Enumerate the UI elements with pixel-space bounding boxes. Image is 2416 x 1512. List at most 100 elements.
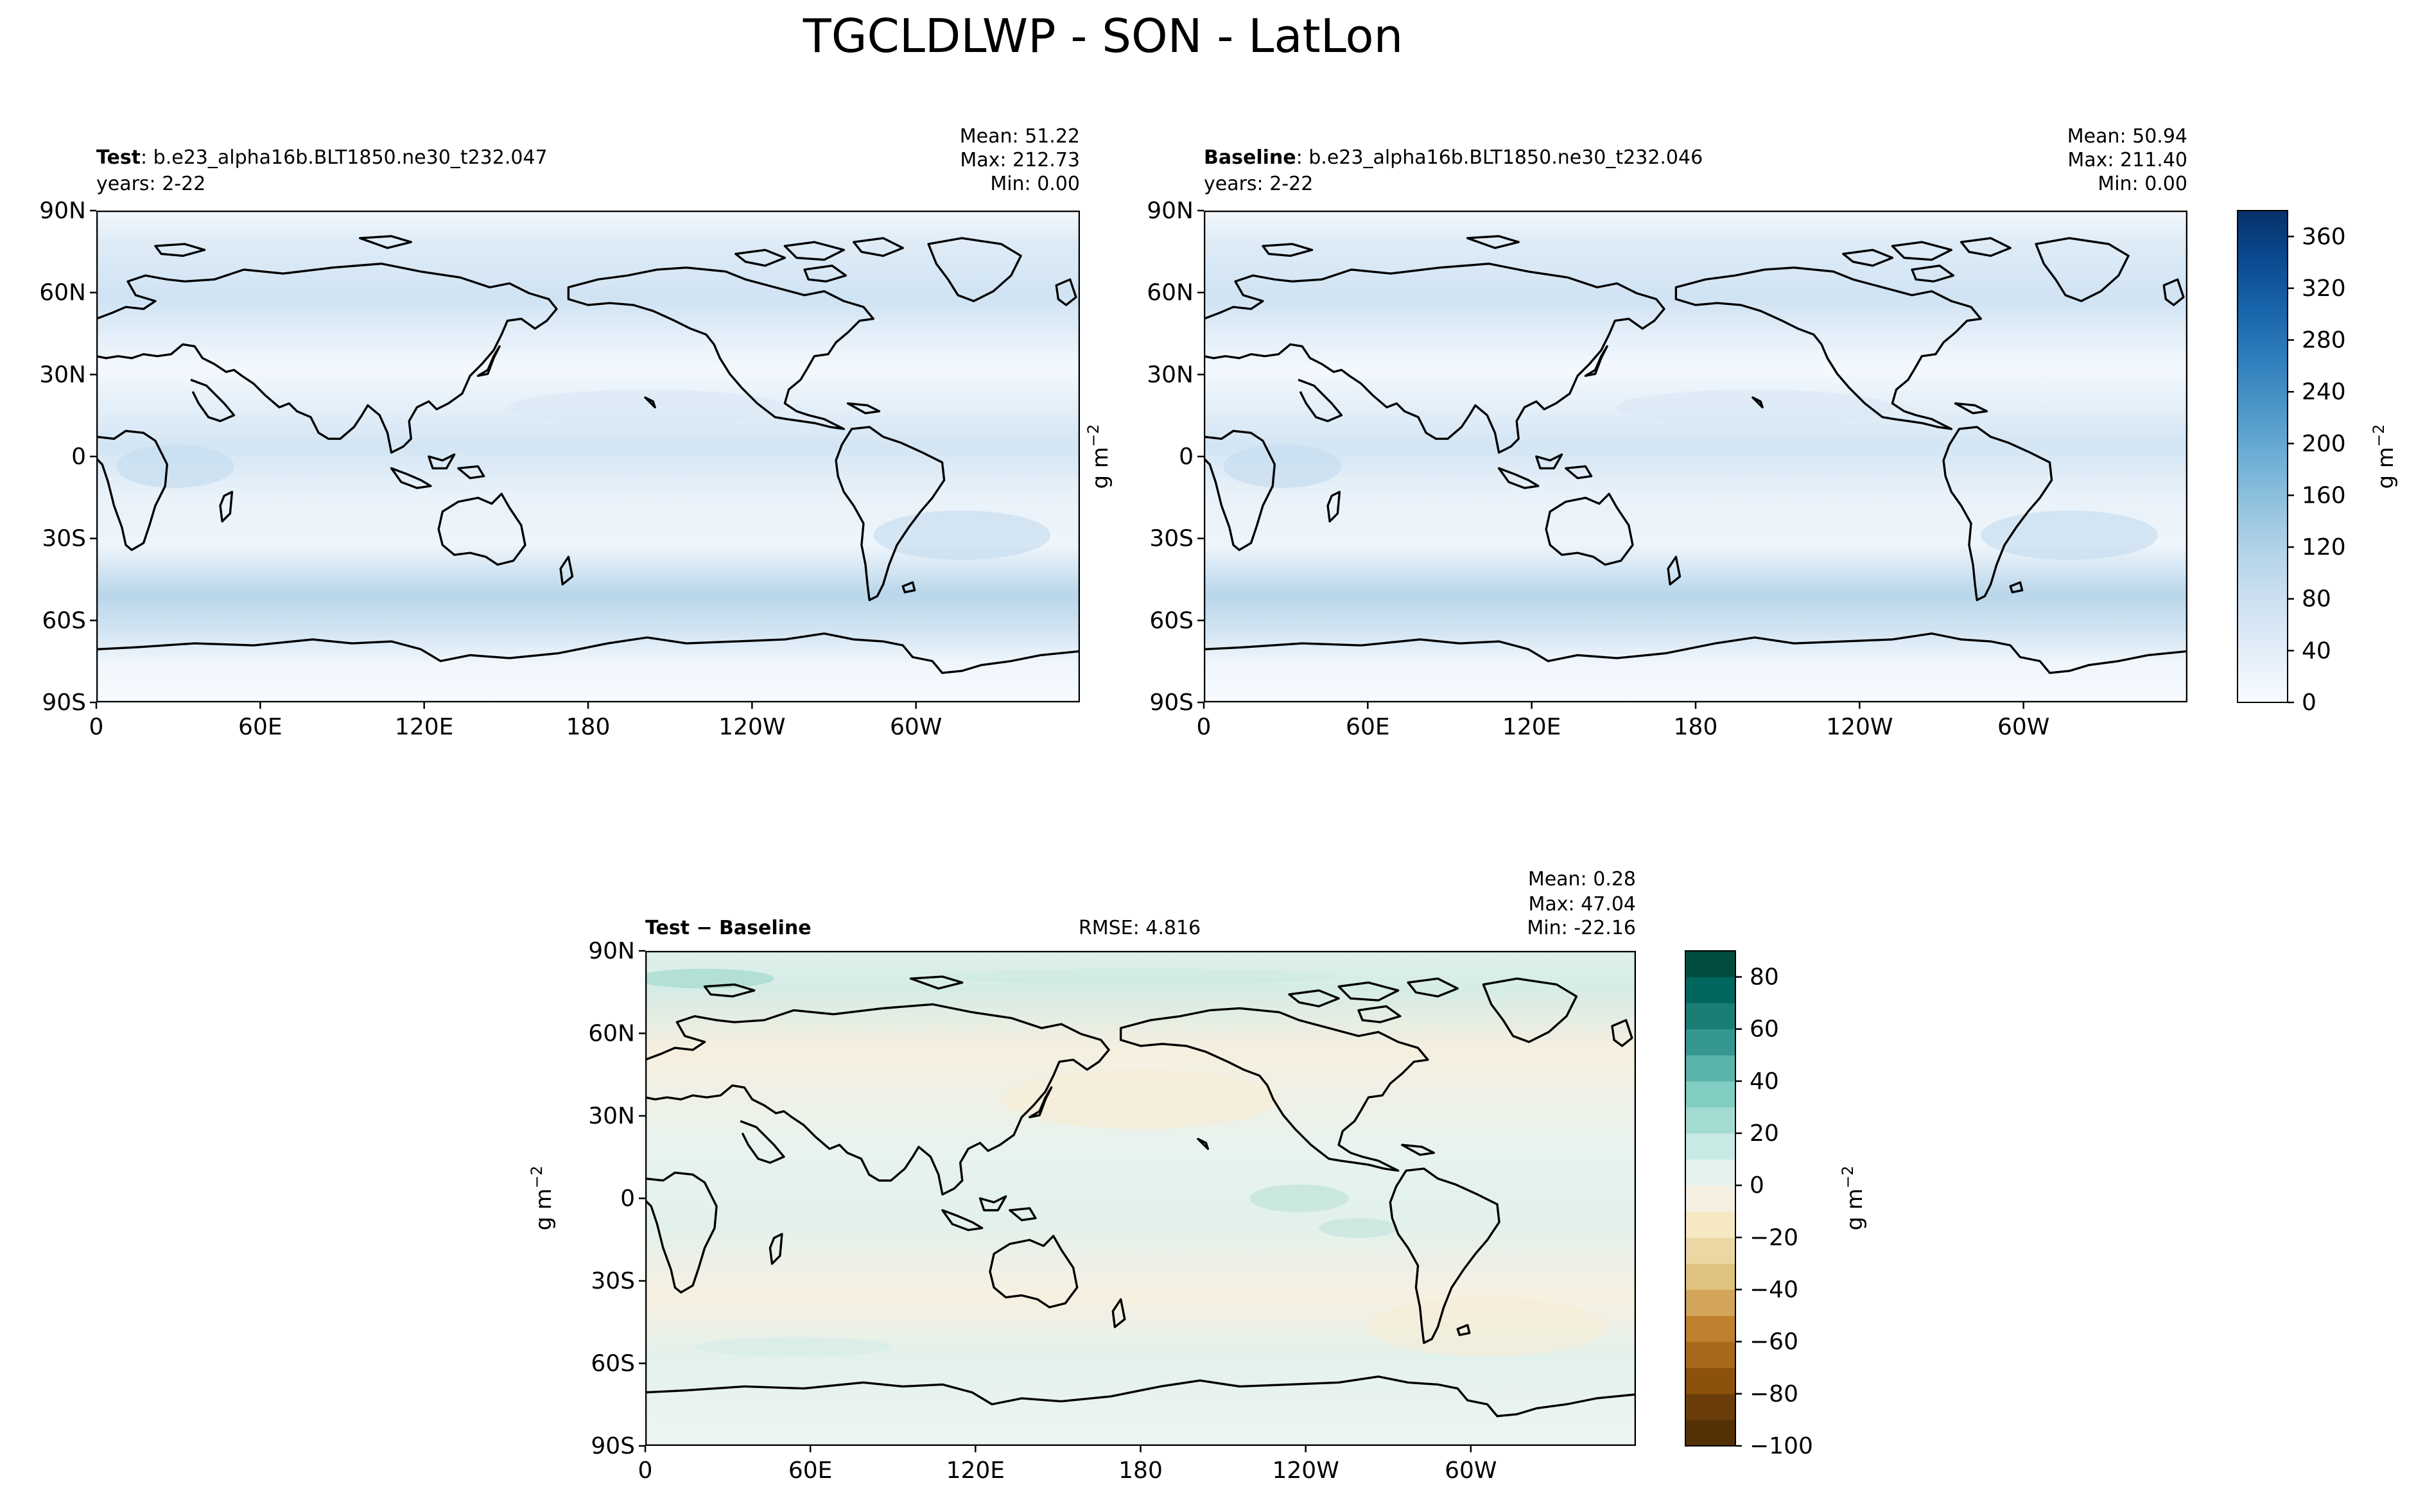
colorbar-top-tick-label: 280 <box>2302 327 2346 354</box>
diff-lon-label: 180 <box>1118 1457 1163 1484</box>
colorbar-diff-segment <box>1685 1107 1735 1134</box>
diff-panel: Test − Baseline RMSE: 4.816 Mean: 0.28 M… <box>528 868 1636 1446</box>
diff-lat-label: 60N <box>588 1021 635 1047</box>
diff-min: Min: -22.16 <box>1527 917 1636 939</box>
diff-rmse: RMSE: 4.816 <box>1079 917 1201 939</box>
colorbar-diff-segment <box>1685 1081 1735 1108</box>
test-years: years: 2-22 <box>96 173 205 195</box>
colorbar-diff-tick-label: −40 <box>1750 1277 1798 1303</box>
diff-lat-label: 0 <box>620 1186 635 1212</box>
test-lon-label: 120W <box>718 714 785 740</box>
baseline-mean: Mean: 50.94 <box>2067 125 2187 148</box>
colorbar-diff-segment <box>1685 1420 1735 1447</box>
colorbar-diff-segment <box>1685 1159 1735 1186</box>
colorbar-diff-segment <box>1685 1003 1735 1030</box>
baseline-lon-label: 120E <box>1502 714 1561 740</box>
test-map <box>96 211 1080 702</box>
test-lon-label: 120E <box>395 714 453 740</box>
baseline-lat-label: 60N <box>1147 280 1194 306</box>
test-panel: Test: b.e23_alpha16b.BLT1850.ne30_t232.0… <box>96 125 1080 702</box>
colorbar-diff-tick-label: 40 <box>1750 1068 1779 1095</box>
diff-max: Max: 47.04 <box>1528 893 1636 916</box>
diff-ylabel: g m−2 <box>528 1166 557 1231</box>
colorbar-diff-tick-label: −60 <box>1750 1329 1798 1355</box>
test-lon-label: 60W <box>890 714 942 740</box>
colorbar-diff-tick-label: −80 <box>1750 1381 1798 1407</box>
diff-lon-label: 60E <box>788 1457 833 1484</box>
colorbar-diff-label: g m−2 <box>1839 1166 1868 1231</box>
colorbar-diff-segment <box>1685 1341 1735 1368</box>
colorbar-diff-segment <box>1685 951 1735 978</box>
test-lat-label: 90S <box>42 690 86 716</box>
colorbar-diff-segment <box>1685 1289 1735 1316</box>
diff-lon-label: 0 <box>638 1457 653 1484</box>
colorbar-top-ticks: 0 40 80 120 160 200 240 280 320 360 <box>2288 223 2346 716</box>
test-lat-label: 90N <box>39 198 86 224</box>
colorbar-diff-tick-label: 60 <box>1750 1016 1779 1043</box>
baseline-lon-label: 120W <box>1826 714 1893 740</box>
colorbar-top-tick-label: 80 <box>2302 586 2331 613</box>
colorbar-top-tick-label: 200 <box>2302 431 2346 457</box>
colorbar-top-tick-label: 240 <box>2302 379 2346 405</box>
diff-lon-label: 120W <box>1273 1457 1339 1484</box>
colorbar-diff-tick-label: −20 <box>1750 1224 1798 1251</box>
baseline-ylabel: g m−2 <box>1084 424 1113 489</box>
diff-lat-label: 30N <box>588 1103 635 1129</box>
diff-lon-label: 60W <box>1445 1457 1497 1484</box>
colorbar-diff-segment <box>1685 1211 1735 1238</box>
diff-map <box>645 951 1636 1446</box>
colorbar-diff-tick-label: −100 <box>1750 1433 1813 1459</box>
test-mean: Mean: 51.22 <box>960 125 1080 148</box>
test-label: Test: b.e23_alpha16b.BLT1850.ne30_t232.0… <box>96 146 548 169</box>
diff-lat-label: 60S <box>591 1351 635 1377</box>
colorbar-diff-frame <box>1685 950 1736 1447</box>
baseline-panel: Baseline: b.e23_alpha16b.BLT1850.ne30_t2… <box>1084 125 2187 702</box>
colorbar-top-tick-label: 0 <box>2302 690 2316 716</box>
baseline-lat-label: 30N <box>1147 361 1194 388</box>
baseline-lat-label: 0 <box>1179 444 1194 470</box>
colorbar-diff-segment <box>1685 1185 1735 1212</box>
test-lat-label: 0 <box>71 444 86 470</box>
colorbar-diff-tick-label: 20 <box>1750 1120 1779 1147</box>
colorbar-top-tick-label: 120 <box>2302 534 2346 560</box>
baseline-years: years: 2-22 <box>1204 173 1313 195</box>
baseline-max: Max: 211.40 <box>2067 149 2187 171</box>
test-lon-label: 60E <box>238 714 282 740</box>
colorbar-diff-segment <box>1685 1368 1735 1395</box>
diff-lat-label: 90N <box>588 938 635 964</box>
colorbar-diff-segment <box>1685 1055 1735 1082</box>
test-lon-label: 180 <box>566 714 611 740</box>
baseline-lon-label: 60E <box>1346 714 1390 740</box>
baseline-lat-label: 90N <box>1147 198 1194 224</box>
baseline-min: Min: 0.00 <box>2098 173 2187 195</box>
test-lat-label: 60S <box>42 607 86 634</box>
baseline-map <box>1204 211 2187 702</box>
baseline-lat-label: 30S <box>1149 526 1194 552</box>
test-lat-label: 60N <box>39 280 86 306</box>
colorbar-diff-segment <box>1685 1133 1735 1160</box>
baseline-lat-label: 60S <box>1149 607 1194 634</box>
colorbar-diff-tick-label: 80 <box>1750 964 1779 991</box>
diff-label: Test − Baseline <box>645 917 812 939</box>
colorbar-diff-segment <box>1685 1237 1735 1264</box>
colorbar-top-tick-label: 320 <box>2302 275 2346 302</box>
diff-lat-label: 30S <box>591 1268 635 1294</box>
colorbar-top-label: g m−2 <box>2370 424 2399 489</box>
diff-lat-label: 90S <box>591 1433 635 1459</box>
colorbar-top-tick-label: 160 <box>2302 482 2346 508</box>
baseline-label: Baseline: b.e23_alpha16b.BLT1850.ne30_t2… <box>1204 146 1703 169</box>
colorbar-top-tick-label: 40 <box>2302 638 2331 664</box>
colorbar-diff-tick-label: 0 <box>1750 1172 1764 1199</box>
diff-lon-label: 120E <box>946 1457 1005 1484</box>
baseline-lon-label: 60W <box>1997 714 2049 740</box>
test-lon-label: 0 <box>89 714 104 740</box>
baseline-lon-label: 180 <box>1674 714 1718 740</box>
colorbar-top: 0 40 80 120 160 200 240 280 320 360 g m−2 <box>2237 210 2399 716</box>
diff-mean: Mean: 0.28 <box>1528 868 1636 891</box>
baseline-lat-label: 90S <box>1149 690 1194 716</box>
colorbar-diff-segment <box>1685 1263 1735 1290</box>
colorbar-diff-segment <box>1685 1029 1735 1056</box>
colorbar-diff-ticks: −100 −80 −60 −40 −20 0 20 40 60 80 <box>1735 964 1813 1459</box>
